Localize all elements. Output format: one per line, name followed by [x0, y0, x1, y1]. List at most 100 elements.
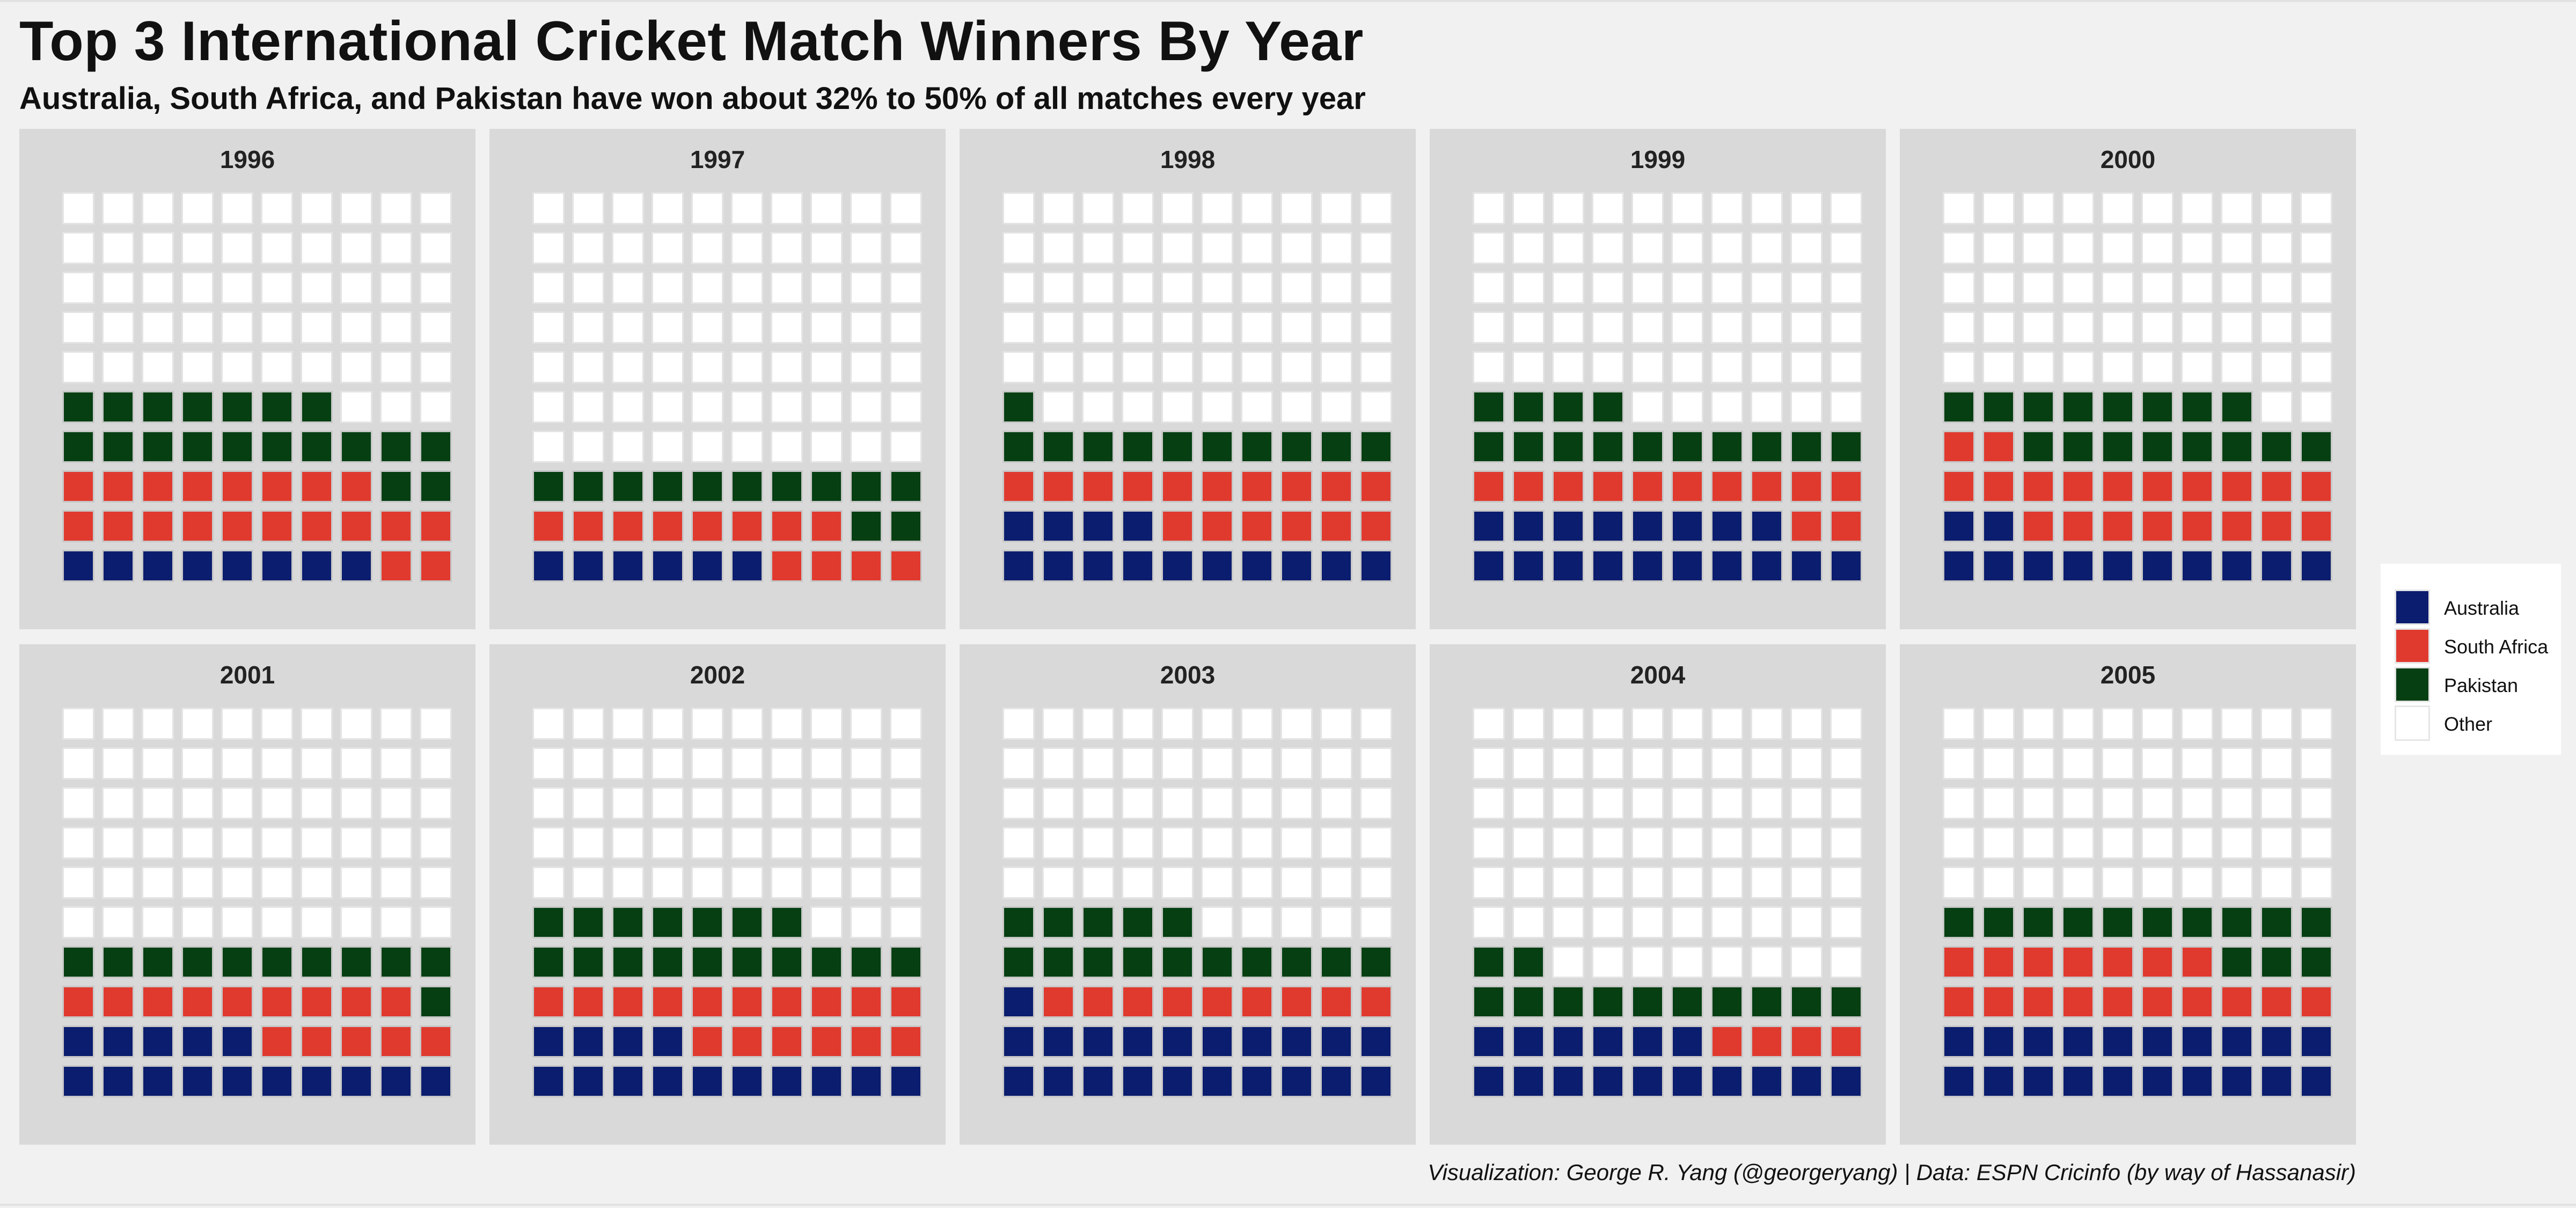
waffle-square-other — [221, 747, 253, 780]
waffle-square-other — [1201, 827, 1233, 859]
waffle-square-australia — [1122, 1025, 1154, 1058]
waffle-square-australia — [1082, 1025, 1114, 1058]
waffle-square-australia — [261, 1065, 293, 1097]
waffle-square-australia — [1082, 1065, 1114, 1097]
waffle-square-other — [1711, 906, 1743, 938]
waffle-square-other — [2260, 311, 2293, 344]
waffle-square-australia — [1552, 510, 1584, 542]
legend-item-pakistan: Pakistan — [2395, 667, 2556, 702]
waffle-square-pakistan — [1790, 986, 1823, 1018]
waffle-square-south-africa — [380, 510, 412, 542]
waffle-square-pakistan — [1512, 946, 1545, 978]
waffle-square-other — [142, 272, 174, 304]
waffle-square-other — [612, 867, 644, 899]
waffle-square-australia — [2141, 1065, 2174, 1097]
waffle-square-pakistan — [2260, 946, 2293, 978]
waffle-square-other — [1982, 787, 2015, 819]
waffle-square-australia — [1241, 1025, 1273, 1058]
waffle-square-pakistan — [850, 946, 882, 978]
waffle-square-other — [1943, 272, 1975, 304]
waffle-square-south-africa — [142, 470, 174, 503]
waffle-square-other — [102, 708, 134, 740]
waffle-square-other — [850, 708, 882, 740]
waffle-square-australia — [1982, 550, 2015, 582]
waffle-square-other — [1751, 272, 1783, 304]
waffle-square-south-africa — [2181, 510, 2213, 542]
waffle-square-south-africa — [1751, 470, 1783, 503]
chart-caption: Visualization: George R. Yang (@georgery… — [1428, 1160, 2356, 1185]
waffle-square-south-africa — [2022, 986, 2054, 1018]
waffle-square-south-africa — [1790, 1025, 1823, 1058]
waffle-square-pakistan — [612, 906, 644, 938]
waffle-square-other — [2300, 708, 2332, 740]
waffle-square-other — [261, 906, 293, 938]
waffle-square-other — [1042, 232, 1074, 264]
waffle-square-other — [1082, 787, 1114, 819]
waffle-square-australia — [532, 1025, 565, 1058]
waffle-square-other — [1512, 747, 1545, 780]
waffle-square-other — [1201, 232, 1233, 264]
legend-label: Other — [2444, 713, 2493, 735]
waffle-square-australia — [1790, 1065, 1823, 1097]
waffle-square-other — [1512, 787, 1545, 819]
waffle-square-south-africa — [1082, 470, 1114, 503]
waffle-square-pakistan — [1042, 431, 1074, 463]
waffle-square-other — [1122, 391, 1154, 423]
waffle-square-other — [1360, 787, 1392, 819]
waffle-square-australia — [572, 1065, 604, 1097]
waffle-square-other — [890, 431, 922, 463]
waffle-square-australia — [181, 550, 214, 582]
waffle-square-other — [102, 351, 134, 383]
waffle-square-other — [2260, 867, 2293, 899]
waffle-square-other — [652, 232, 684, 264]
waffle-square-other — [1360, 192, 1392, 224]
waffle-square-australia — [1943, 510, 1975, 542]
waffle-square-other — [691, 827, 723, 859]
waffle-square-south-africa — [2181, 470, 2213, 503]
waffle-square-other — [1751, 946, 1783, 978]
waffle-square-pakistan — [102, 946, 134, 978]
waffle-square-australia — [62, 1025, 94, 1058]
waffle-square-other — [1711, 232, 1743, 264]
waffle-square-other — [2260, 827, 2293, 859]
waffle-square-other — [1631, 232, 1664, 264]
waffle-square-other — [612, 391, 644, 423]
waffle-square-pakistan — [532, 906, 565, 938]
waffle-square-other — [572, 708, 604, 740]
waffle-square-other — [1082, 192, 1114, 224]
waffle-square-pakistan — [612, 946, 644, 978]
waffle-square-other — [1711, 708, 1743, 740]
waffle-square-other — [2062, 311, 2094, 344]
waffle-square-south-africa — [340, 1025, 372, 1058]
waffle-square-other — [1552, 311, 1584, 344]
waffle-square-south-africa — [380, 1025, 412, 1058]
waffle-square-pakistan — [1280, 946, 1313, 978]
waffle-square-australia — [62, 550, 94, 582]
waffle-square-other — [1002, 192, 1035, 224]
facet-title: 1999 — [1630, 145, 1686, 173]
waffle-square-other — [301, 747, 333, 780]
waffle-square-other — [612, 232, 644, 264]
waffle-square-other — [340, 906, 372, 938]
waffle-square-other — [1360, 351, 1392, 383]
waffle-square-pakistan — [2102, 431, 2134, 463]
waffle-square-other — [181, 747, 214, 780]
waffle-square-other — [691, 311, 723, 344]
waffle-square-australia — [1241, 1065, 1273, 1097]
waffle-square-other — [2260, 787, 2293, 819]
waffle-square-other — [420, 906, 452, 938]
waffle-square-other — [102, 827, 134, 859]
waffle-square-other — [1161, 827, 1194, 859]
waffle-square-other — [1552, 351, 1584, 383]
waffle-square-other — [810, 272, 843, 304]
waffle-square-other — [1751, 827, 1783, 859]
waffle-square-australia — [1042, 510, 1074, 542]
waffle-square-other — [102, 272, 134, 304]
waffle-square-other — [181, 708, 214, 740]
waffle-square-australia — [1473, 1065, 1505, 1097]
waffle-square-other — [1360, 311, 1392, 344]
legend-swatch — [2395, 590, 2430, 625]
waffle-square-other — [1790, 351, 1823, 383]
waffle-square-other — [771, 431, 803, 463]
waffle-square-other — [1082, 747, 1114, 780]
